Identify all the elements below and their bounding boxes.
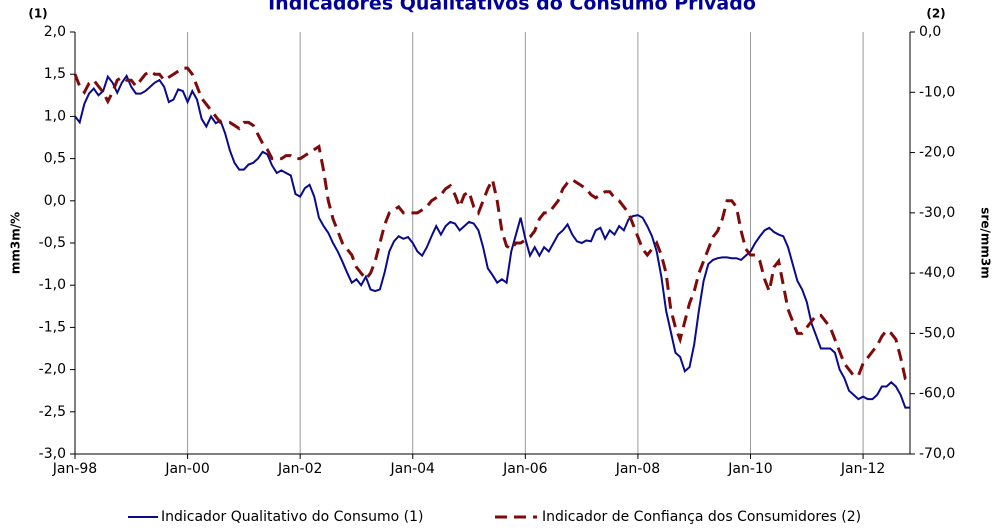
y-tick-label: -0,5 — [39, 235, 66, 251]
y2-axis-title: sre/mm3m — [979, 207, 993, 278]
x-tick-label: Jan-12 — [840, 461, 885, 477]
y2-tick-label: -40,0 — [919, 265, 955, 281]
x-tick-label: Jan-00 — [164, 461, 209, 477]
y-tick-label: -2,0 — [39, 362, 66, 378]
annotation: (2) — [926, 7, 945, 21]
annotation: (1) — [28, 7, 47, 21]
legend-label: Indicador de Confiança dos Consumidores … — [542, 509, 861, 525]
y2-tick-label: -70,0 — [919, 446, 955, 462]
y-tick-label: -2,5 — [39, 404, 66, 420]
x-tick-label: Jan-10 — [727, 461, 772, 477]
y-tick-label: 2,0 — [44, 24, 66, 40]
y-tick-label: 0,5 — [44, 151, 66, 167]
x-tick-label: Jan-08 — [615, 461, 660, 477]
y2-tick-label: 0,0 — [919, 24, 941, 40]
series-line — [74, 73, 910, 409]
y2-tick-label: -50,0 — [919, 325, 955, 341]
x-tick-label: Jan-06 — [502, 461, 548, 477]
y2-tick-label: -30,0 — [919, 205, 955, 221]
chart-title: Indicadores Qualitativos do Consumo Priv… — [268, 0, 756, 15]
x-tick-label: Jan-04 — [390, 461, 436, 477]
y-tick-label: -1,5 — [39, 319, 66, 335]
y-tick-label: 1,5 — [44, 66, 66, 82]
y-axis-title: mm3m/% — [9, 212, 23, 274]
y-tick-label: 0,0 — [44, 193, 66, 209]
legend-label: Indicador Qualitativo do Consumo (1) — [161, 509, 423, 525]
y-tick-label: -1,0 — [39, 277, 66, 293]
y2-tick-label: -20,0 — [919, 145, 955, 161]
x-tick-label: Jan-98 — [52, 461, 97, 477]
series-line — [73, 66, 911, 383]
y2-tick-label: -10,0 — [919, 84, 955, 100]
y2-tick-label: -60,0 — [919, 386, 955, 402]
y-tick-label: -3,0 — [39, 446, 66, 462]
y-tick-label: 1,0 — [44, 108, 66, 124]
x-tick-label: Jan-02 — [277, 461, 322, 477]
